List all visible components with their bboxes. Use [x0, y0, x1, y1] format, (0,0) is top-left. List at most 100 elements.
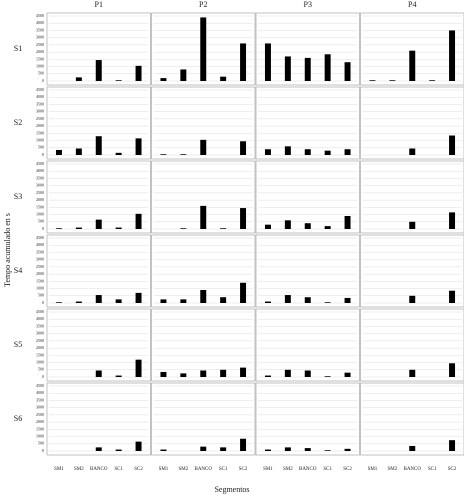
y-tick-label: 3500: [36, 101, 44, 106]
panel: [46, 308, 151, 382]
bar: [264, 449, 271, 451]
row-label: S1: [14, 44, 22, 53]
y-tick-label: 3500: [36, 175, 44, 180]
y-tick-label: 1500: [36, 204, 44, 209]
bar: [135, 65, 142, 81]
panel: [255, 234, 360, 308]
bar: [220, 228, 227, 229]
bar: [324, 54, 331, 81]
bar: [240, 438, 247, 451]
bar: [115, 152, 122, 155]
bar: [135, 138, 142, 155]
bar: [115, 227, 122, 229]
y-tick-label: 4000: [36, 242, 44, 247]
bar: [449, 212, 456, 229]
bar: [409, 221, 416, 229]
panel: [46, 234, 151, 308]
bar: [95, 447, 102, 451]
y-tick-label: 1000: [36, 63, 44, 68]
bar: [115, 80, 122, 81]
x-tick-label: SC2: [448, 467, 457, 472]
bar: [135, 441, 142, 451]
bar: [284, 447, 291, 451]
panel: [360, 308, 464, 382]
row-label: S3: [14, 192, 22, 201]
bar: [240, 43, 247, 81]
bar: [135, 292, 142, 303]
bar: [264, 149, 271, 155]
y-tick-label: 1000: [36, 433, 44, 438]
bar: [240, 141, 247, 155]
bar: [304, 297, 311, 303]
panel: [255, 12, 360, 86]
x-tick-label: SM1: [263, 467, 273, 472]
bar: [240, 367, 247, 377]
y-tick-label: 3000: [36, 183, 44, 188]
panel: [46, 86, 151, 160]
y-tick-label: 0: [42, 448, 44, 453]
bar: [180, 299, 187, 303]
y-tick-label: 4000: [36, 390, 44, 395]
row-label: S4: [14, 266, 22, 275]
column-label: P4: [408, 0, 416, 9]
bar: [160, 371, 167, 377]
bar: [324, 302, 331, 303]
y-tick-label: 4000: [36, 168, 44, 173]
y-tick-label: 3000: [36, 331, 44, 336]
panel: [151, 160, 256, 234]
bar: [115, 299, 122, 303]
x-tick-label: BANCO: [90, 467, 108, 472]
bar: [284, 146, 291, 155]
bar: [324, 450, 331, 451]
bar: [264, 375, 271, 377]
y-tick-label: 3000: [36, 109, 44, 114]
y-tick-label: 4500: [36, 87, 44, 92]
y-tick-label: 3500: [36, 27, 44, 32]
bar: [200, 205, 207, 229]
bar: [75, 227, 82, 229]
bar: [304, 149, 311, 155]
bar: [200, 290, 207, 303]
y-tick-label: 2500: [36, 190, 44, 195]
y-tick-label: 0: [42, 78, 44, 83]
bar: [220, 447, 227, 451]
x-tick-label: SM2: [74, 467, 84, 472]
bar: [180, 154, 187, 155]
bar: [344, 372, 351, 377]
bar: [344, 216, 351, 229]
panel: [255, 160, 360, 234]
bar: [180, 373, 187, 377]
bar: [409, 148, 416, 155]
bar: [284, 295, 291, 303]
bar: [220, 369, 227, 377]
bar: [240, 208, 247, 229]
y-tick-label: 1000: [36, 285, 44, 290]
bar: [95, 60, 102, 81]
x-tick-label: SC2: [134, 467, 143, 472]
x-tick-label: SC2: [343, 467, 352, 472]
bar: [160, 449, 167, 451]
column-label: P2: [199, 0, 207, 9]
x-tick-label: SM2: [178, 467, 188, 472]
y-tick-label: 4500: [36, 383, 44, 388]
bar: [324, 150, 331, 155]
x-tick-label: SM2: [283, 467, 293, 472]
panel: [151, 382, 256, 456]
y-tick-label: 2500: [36, 412, 44, 417]
y-tick-label: 3500: [36, 249, 44, 254]
bar: [200, 370, 207, 377]
row-label: S5: [14, 340, 22, 349]
bar: [449, 440, 456, 451]
panel: [151, 234, 256, 308]
y-tick-label: 2000: [36, 197, 44, 202]
y-tick-label: 3500: [36, 397, 44, 402]
panel: [255, 382, 360, 456]
bar: [284, 369, 291, 377]
bar: [389, 80, 396, 81]
panel: [46, 382, 151, 456]
bar: [135, 213, 142, 229]
bar: [115, 375, 122, 377]
y-tick-label: 1000: [36, 211, 44, 216]
y-tick-label: 4500: [36, 161, 44, 166]
panel: [151, 308, 256, 382]
